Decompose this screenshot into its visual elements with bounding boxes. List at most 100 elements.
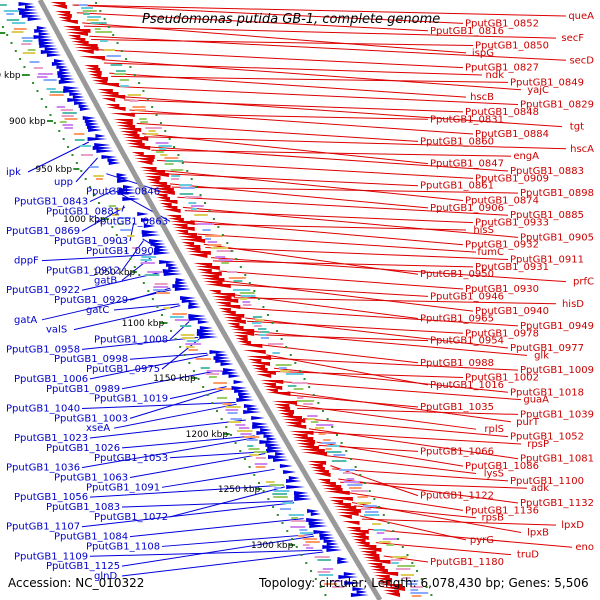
reverse-connector <box>121 435 256 449</box>
category-band <box>210 247 229 249</box>
category-band <box>278 367 287 369</box>
kbp-tick-label: 850 kbp <box>0 71 21 81</box>
category-band <box>179 184 192 186</box>
forward-gene-label: PputGB1_0831 <box>430 114 504 125</box>
reverse-feature-mark <box>118 191 138 195</box>
forward-gene-label: PputGB1_1132 <box>520 498 594 509</box>
category-band <box>327 445 340 447</box>
forward-feature-mark <box>327 497 353 501</box>
forward-connector <box>72 4 567 17</box>
forward-gene-label: lysS <box>484 468 504 479</box>
reverse-feature-mark <box>27 17 43 21</box>
category-band <box>164 157 179 159</box>
reverse-gene-label: PputGB1_1108 <box>86 541 160 552</box>
kbp-tick-label: 1000 kbp <box>63 215 106 225</box>
forward-feature-mark <box>215 302 231 306</box>
forward-connector <box>156 159 474 179</box>
forward-feature-mark <box>163 209 181 213</box>
category-band <box>382 538 400 540</box>
category-band <box>81 7 93 9</box>
reverse-connector <box>106 173 163 193</box>
category-band <box>27 49 36 51</box>
guide-dot <box>53 122 56 124</box>
category-band <box>200 367 210 369</box>
forward-feature-mark <box>263 386 283 390</box>
reverse-feature-mark <box>326 548 343 552</box>
forward-feature-mark <box>184 248 201 252</box>
category-band <box>208 244 222 246</box>
category-band <box>154 283 168 285</box>
reverse-feature-mark <box>162 269 181 273</box>
forward-feature-mark <box>374 575 390 579</box>
forward-connector <box>177 196 509 216</box>
reverse-feature-mark <box>78 104 90 108</box>
guide-dot <box>401 546 404 548</box>
guide-dot <box>204 202 207 204</box>
category-band <box>132 247 140 249</box>
forward-connector <box>281 381 522 401</box>
forward-connector <box>351 501 522 533</box>
guide-dot <box>411 562 414 564</box>
reverse-feature-mark <box>308 521 327 525</box>
category-band <box>410 589 419 591</box>
category-band <box>148 130 156 132</box>
reverse-connector <box>121 535 314 567</box>
forward-connector <box>218 270 464 290</box>
category-band <box>141 256 157 258</box>
category-band <box>249 454 259 456</box>
category-band <box>238 427 250 429</box>
category-band <box>94 28 101 30</box>
category-band <box>317 571 331 573</box>
guide-dot <box>115 234 118 236</box>
forward-feature-mark <box>173 227 195 231</box>
forward-feature-mark <box>230 329 255 333</box>
guide-dot <box>165 322 168 324</box>
reverse-feature-mark <box>197 320 210 324</box>
forward-feature-mark <box>169 221 195 225</box>
reverse-connector <box>89 419 246 439</box>
guide-dot <box>202 386 205 388</box>
category-band <box>288 514 305 516</box>
reverse-feature-mark <box>288 476 300 480</box>
forward-connector <box>103 62 483 76</box>
category-band <box>407 583 418 585</box>
guide-dot <box>102 210 105 212</box>
forward-gene-label: PputGB1_0860 <box>420 136 494 147</box>
reverse-connector <box>121 500 294 508</box>
reverse-gene-label: PputGB1_1023 <box>14 433 88 444</box>
forward-connector <box>116 86 519 106</box>
forward-feature-mark <box>59 20 78 24</box>
guide-dot <box>373 498 376 500</box>
category-band <box>164 163 174 165</box>
forward-gene-label: PputGB1_0898 <box>520 188 594 199</box>
category-band <box>260 337 270 339</box>
forward-gene-label: PputGB1_1066 <box>420 446 494 457</box>
reverse-feature-mark <box>326 542 339 546</box>
forward-connector <box>131 112 429 120</box>
guide-dot <box>276 330 279 332</box>
guide-dot <box>138 82 141 84</box>
category-band <box>213 382 227 384</box>
reverse-gene-label: PputGB1_0903 <box>54 236 128 247</box>
reverse-gene-label: PputGB1_1006 <box>14 374 88 385</box>
guide-dot <box>71 154 74 156</box>
category-band <box>392 556 408 558</box>
forward-gene-label: ispG <box>472 48 494 59</box>
reverse-feature-mark <box>38 32 51 36</box>
forward-connector <box>231 294 419 320</box>
reverse-feature-mark <box>59 68 70 72</box>
category-band <box>404 580 419 582</box>
category-band <box>62 124 74 126</box>
reverse-feature-mark <box>238 392 251 396</box>
category-band <box>139 118 147 120</box>
forward-connector <box>109 72 467 98</box>
forward-connector <box>345 491 464 511</box>
guide-dot <box>239 266 242 268</box>
forward-connector <box>273 367 509 393</box>
forward-feature-mark <box>232 332 255 336</box>
reverse-feature-mark <box>294 497 312 501</box>
guide-dot <box>331 426 334 428</box>
category-band <box>79 145 91 147</box>
guide-dot <box>84 178 87 180</box>
category-band <box>372 523 381 525</box>
